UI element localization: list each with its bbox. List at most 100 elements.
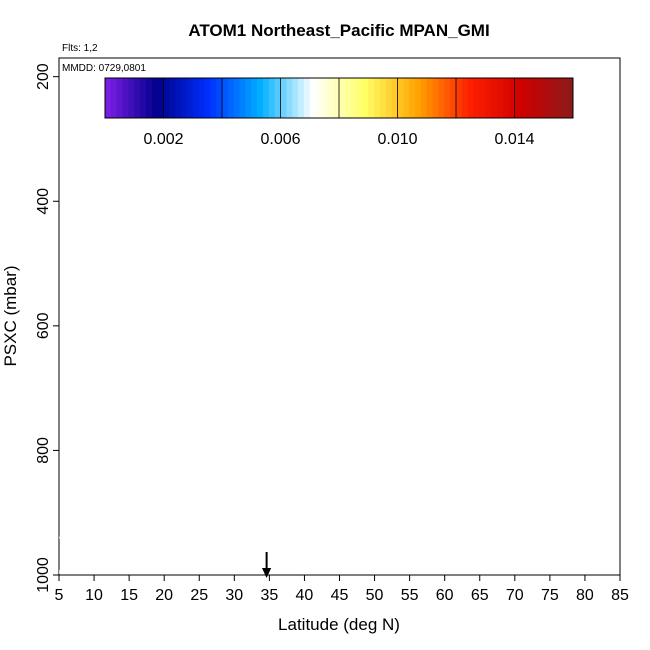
flight-track-point bbox=[113, 498, 118, 503]
flight-track-point bbox=[75, 230, 80, 235]
flight-track-point bbox=[525, 136, 530, 141]
colorbar-segment bbox=[163, 78, 170, 118]
flight-track-point bbox=[212, 142, 217, 147]
flight-track-point bbox=[166, 345, 171, 350]
colorbar-segment bbox=[456, 78, 463, 118]
flight-track-point bbox=[111, 569, 116, 574]
flight-track-point bbox=[569, 234, 574, 239]
flight-track-point bbox=[145, 161, 150, 166]
flight-track-point bbox=[263, 192, 268, 197]
flight-track-point bbox=[208, 255, 213, 260]
flight-track-point bbox=[554, 242, 559, 247]
flight-track-point bbox=[523, 164, 528, 169]
flight-track-point bbox=[565, 143, 570, 148]
flight-track-point bbox=[155, 298, 160, 303]
flight-track-point bbox=[211, 178, 216, 183]
colorbar-segment bbox=[251, 78, 258, 118]
flight-track-point bbox=[270, 186, 275, 191]
flight-track-point bbox=[86, 107, 91, 112]
flight-track-point bbox=[117, 271, 122, 276]
flight-track-point bbox=[96, 230, 101, 235]
flight-track-point bbox=[72, 298, 77, 303]
flight-track-point bbox=[265, 217, 270, 222]
flight-track-point bbox=[78, 136, 83, 141]
colorbar-segment bbox=[128, 78, 135, 118]
flight-track-point bbox=[173, 201, 178, 206]
flight-track-point bbox=[295, 136, 300, 141]
flight-track-point bbox=[195, 264, 200, 269]
flight-track-point bbox=[59, 569, 63, 574]
flight-track-point bbox=[256, 121, 261, 126]
flight-track-point bbox=[407, 121, 412, 126]
flight-track-point bbox=[167, 327, 172, 332]
flight-track-point bbox=[122, 160, 127, 165]
flight-track-point bbox=[93, 193, 98, 198]
flight-track-point bbox=[180, 121, 185, 126]
flight-track-point bbox=[146, 168, 151, 173]
flight-track-point bbox=[210, 195, 215, 200]
flight-track-point bbox=[66, 429, 71, 434]
flight-track-point bbox=[197, 310, 202, 315]
flight-track-point bbox=[193, 223, 198, 228]
flight-track-point bbox=[207, 309, 212, 314]
flight-track-point bbox=[66, 442, 71, 447]
flight-track-point bbox=[271, 161, 276, 166]
colorbar-segment bbox=[274, 78, 281, 118]
flight-track-point bbox=[186, 132, 191, 137]
flight-track-point bbox=[160, 367, 165, 372]
flight-track-point bbox=[69, 348, 74, 353]
flight-track-point bbox=[68, 392, 73, 397]
flight-track-point bbox=[70, 261, 75, 266]
flight-track-point bbox=[144, 143, 149, 148]
flight-track-point bbox=[200, 357, 205, 362]
colorbar: 0.002 0.006 0.010 0.014 bbox=[104, 77, 574, 148]
flight-track-point bbox=[158, 342, 163, 347]
flight-track-point bbox=[118, 242, 123, 247]
flight-track-point bbox=[148, 192, 153, 197]
flight-track-point bbox=[539, 148, 544, 153]
flight-track-point bbox=[188, 569, 193, 574]
flight-track-point bbox=[142, 124, 147, 129]
flight-track-point bbox=[206, 321, 211, 326]
flight-track-point bbox=[98, 267, 103, 272]
flight-track-point bbox=[214, 155, 219, 160]
flight-track-point bbox=[205, 363, 210, 368]
x-tick-label: 5 bbox=[55, 587, 64, 604]
flight-track-point bbox=[152, 242, 157, 247]
flight-track-point bbox=[111, 361, 116, 366]
flight-track-point bbox=[169, 298, 174, 303]
flight-track-point bbox=[90, 136, 95, 141]
flight-track-point bbox=[107, 361, 112, 366]
flight-track-point bbox=[105, 348, 110, 353]
flight-track-point bbox=[577, 541, 582, 546]
flight-track-point bbox=[90, 127, 95, 132]
flight-track-point bbox=[208, 237, 213, 242]
flight-track-point bbox=[541, 131, 546, 136]
flight-track-point bbox=[572, 339, 577, 344]
flight-track-point bbox=[571, 316, 576, 321]
flight-track-point bbox=[195, 258, 200, 263]
flight-track-point bbox=[566, 168, 571, 173]
flight-track-point bbox=[205, 369, 210, 374]
flight-track-point bbox=[175, 166, 180, 171]
flight-track-point bbox=[153, 267, 158, 272]
colorbar-segment bbox=[491, 78, 498, 118]
flight-track-point bbox=[323, 136, 328, 141]
flight-track-point bbox=[144, 149, 149, 154]
flight-track-point bbox=[99, 112, 104, 117]
flight-track-point bbox=[170, 280, 175, 285]
flight-track-point bbox=[186, 127, 191, 132]
flight-track-point bbox=[577, 529, 582, 534]
flight-track-point bbox=[157, 336, 162, 341]
flight-track-point bbox=[115, 312, 120, 317]
flight-track-point bbox=[102, 317, 107, 322]
flight-track-point bbox=[76, 217, 81, 222]
flight-track-point bbox=[98, 273, 103, 278]
flight-track-point bbox=[139, 186, 144, 191]
flight-track-point bbox=[190, 168, 195, 173]
flight-track-point bbox=[421, 121, 426, 126]
flight-track-point bbox=[97, 249, 102, 254]
colorbar-segment bbox=[175, 78, 182, 118]
colorbar-segment bbox=[257, 78, 264, 118]
colorbar-segment bbox=[134, 78, 141, 118]
